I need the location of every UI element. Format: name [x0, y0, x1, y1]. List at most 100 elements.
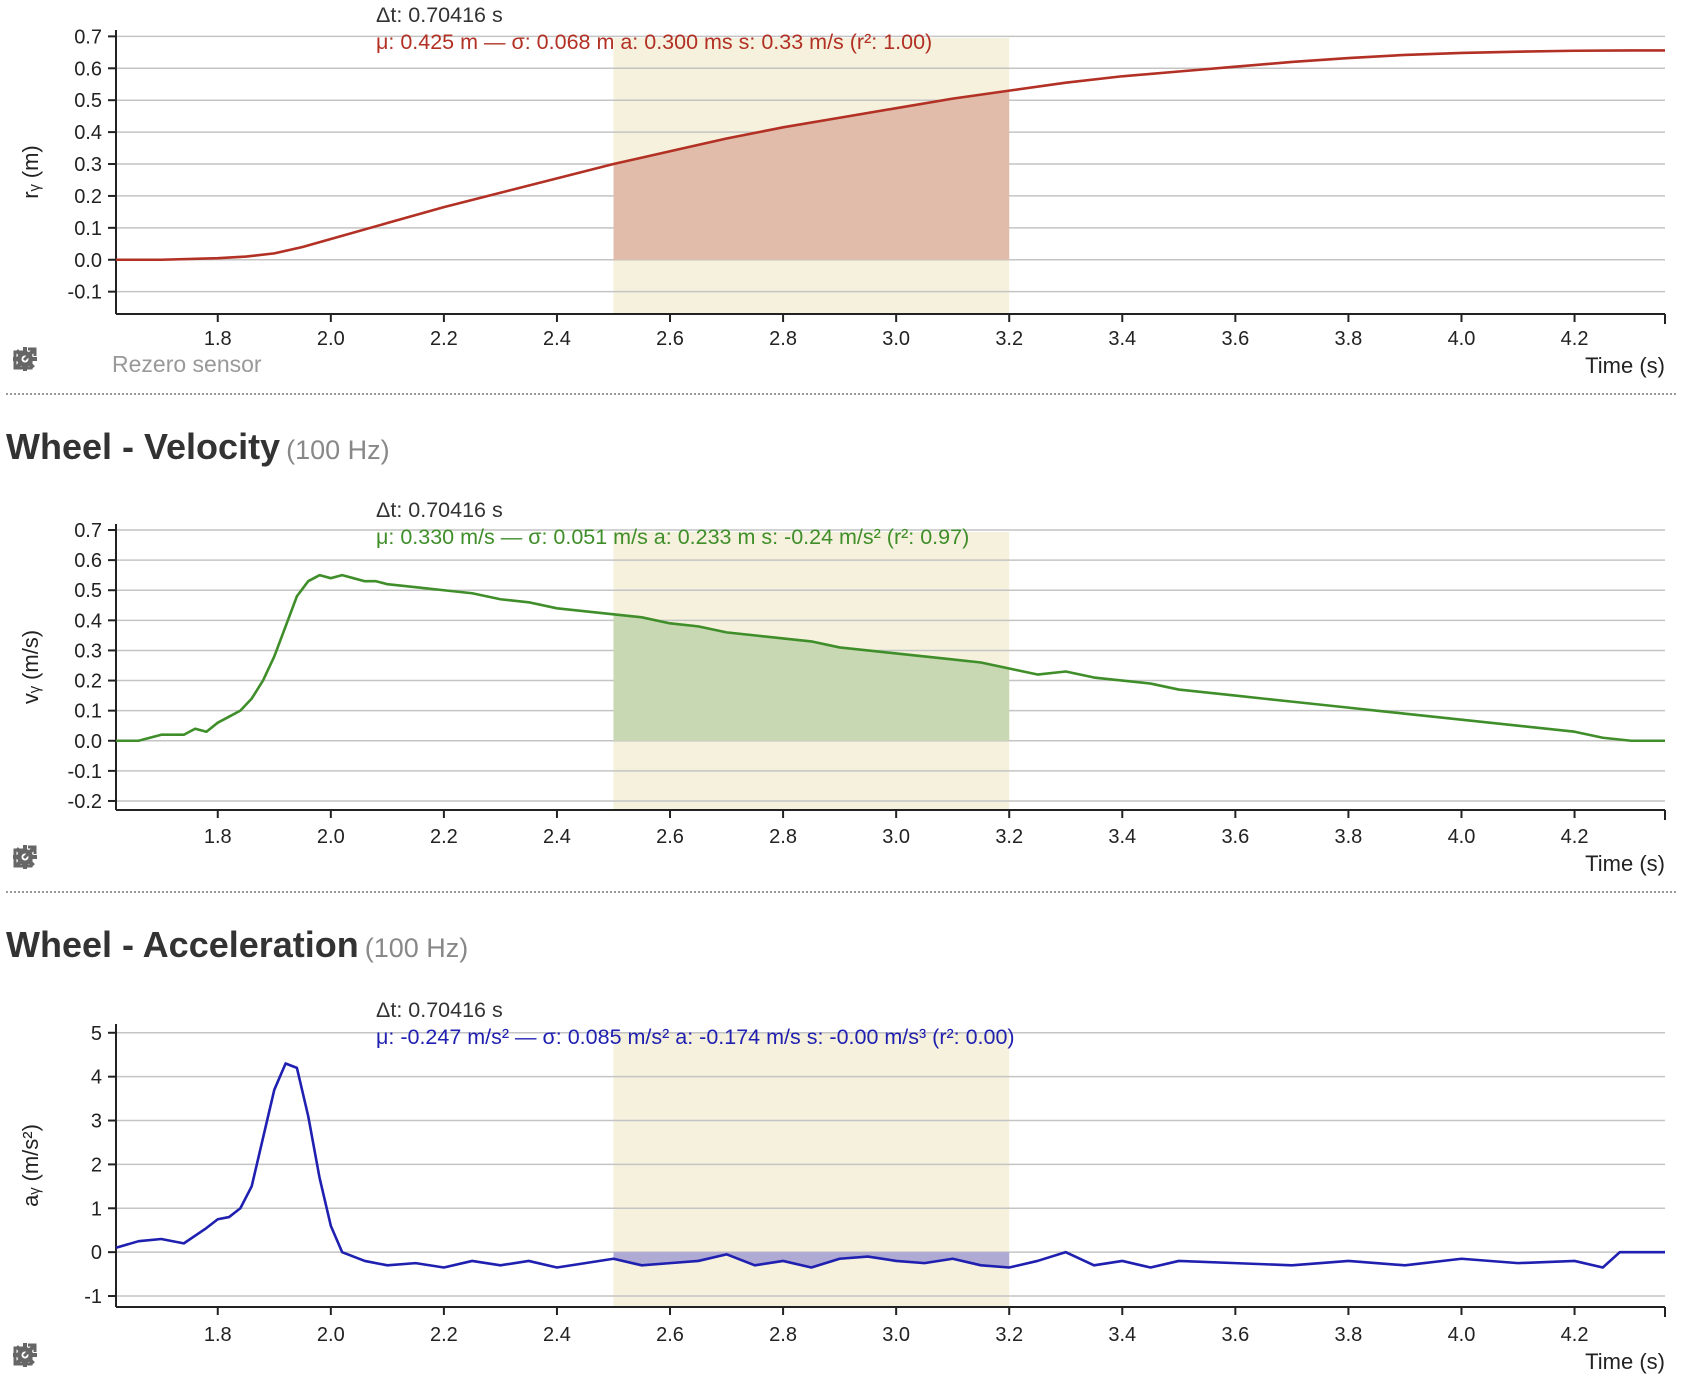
x-tick-label: 2.2	[430, 1324, 458, 1346]
x-tick-label: 3.0	[882, 826, 910, 848]
y-tick-label: 0.1	[74, 701, 102, 723]
panel-divider	[6, 891, 1676, 893]
x-tick-label: 1.8	[204, 328, 232, 350]
acceleration-rate: (100 Hz)	[364, 933, 469, 963]
y-tick-label: 0.2	[74, 671, 102, 693]
y-tick-label: 0.3	[74, 154, 102, 176]
x-tick-label: 2.2	[430, 826, 458, 848]
y-tick-label: 0.3	[74, 640, 102, 662]
acceleration-summary: μ: -0.247 m/s² — σ: 0.085 m/s² a: -0.174…	[376, 1025, 1015, 1049]
x-tick-label: 3.2	[995, 826, 1023, 848]
acceleration-panel: Wheel - Acceleration (100 Hz) 5 4 3 2 1 0 -1 1.8…	[0, 896, 1682, 1383]
velocity-chart[interactable]: 0.7 0.6 0.5 0.4 0.3 0.2 0.1 0.0 -0.1 -0.2 1.8 2.0 2.…	[0, 398, 1682, 876]
velocity-title: Wheel - Velocity (100 Hz)	[6, 426, 390, 468]
y-tick-label: 0.2	[74, 186, 102, 208]
position-chart[interactable]: 0.7 0.6 0.5 0.4 0.3 0.2 0.1 0.0 -0.1 1.8 2.0 2.2 2.4…	[0, 0, 1682, 378]
y-tick-label: -0.1	[68, 282, 102, 304]
y-tick-label: 0.0	[74, 250, 102, 272]
y-tick-label: 0.0	[74, 731, 102, 753]
x-tick-label: 3.4	[1108, 826, 1136, 848]
x-tick-label: 3.4	[1108, 328, 1136, 350]
velocity-dt: Δt: 0.70416 s	[376, 498, 503, 522]
selection-area	[613, 1252, 1010, 1268]
x-tick-label: 2.6	[656, 1324, 684, 1346]
y-tick-label: -0.2	[68, 791, 102, 813]
y-axis-label: aᵧ (m/s²)	[18, 1124, 43, 1207]
series-line	[116, 49, 1665, 262]
external-link-icon[interactable]	[13, 347, 92, 379]
x-tick-label: 4.0	[1448, 1324, 1476, 1346]
x-tick-label: 2.6	[656, 826, 684, 848]
position-toolbar: Rezero sensor	[12, 346, 262, 382]
x-tick-label: 2.6	[656, 328, 684, 350]
x-tick-label: 3.0	[882, 1324, 910, 1346]
y-tick-label: 0.6	[74, 550, 102, 572]
y-tick-label: 2	[91, 1154, 102, 1176]
acceleration-title: Wheel - Acceleration (100 Hz)	[6, 924, 468, 966]
x-tick-label: 3.8	[1335, 826, 1363, 848]
series-line	[116, 573, 1665, 743]
x-tick-label: 2.8	[769, 328, 797, 350]
acceleration-chart[interactable]: 5 4 3 2 1 0 -1 1.8 2.0 2.2 2.4 2.6 2.8 3.0 3.2 3.4 3.6 3.…	[0, 896, 1682, 1383]
x-axis-label: Time (s)	[1585, 851, 1665, 876]
external-link-icon[interactable]	[13, 1343, 92, 1375]
velocity-toolbar	[12, 844, 112, 880]
y-tick-label: 0.5	[74, 580, 102, 602]
y-axis-label: vᵧ (m/s)	[18, 630, 43, 704]
velocity-rate: (100 Hz)	[286, 435, 390, 465]
rezero-sensor-link[interactable]: Rezero sensor	[112, 350, 262, 377]
position-panel: 0.7 0.6 0.5 0.4 0.3 0.2 0.1 0.0 -0.1 1.8 2.0 2.2 2.4…	[0, 0, 1682, 395]
y-tick-label: 4	[91, 1067, 102, 1089]
selection-area	[613, 90, 1010, 260]
y-tick-label: 3	[91, 1111, 102, 1133]
x-tick-label: 2.4	[543, 1324, 571, 1346]
selection-area	[613, 614, 1010, 741]
y-tick-label: 0	[91, 1242, 102, 1264]
x-tick-label: 3.4	[1108, 1324, 1136, 1346]
x-tick-label: 2.2	[430, 328, 458, 350]
x-axis-label: Time (s)	[1585, 353, 1665, 378]
x-tick-label: 2.0	[317, 826, 345, 848]
x-tick-label: 4.0	[1448, 328, 1476, 350]
velocity-stats: Δt: 0.70416 s μ: 0.330 m/s — σ: 0.051 m/…	[376, 497, 969, 551]
x-tick-label: 3.0	[882, 328, 910, 350]
y-tick-label: 0.6	[74, 58, 102, 80]
y-axis-label: rᵧ (m)	[18, 145, 43, 199]
y-tick-label: 0.4	[74, 122, 102, 144]
y-tick-label: -0.1	[68, 761, 102, 783]
x-tick-label: 4.2	[1561, 1324, 1589, 1346]
panel-divider	[6, 393, 1676, 395]
series-line	[115, 1062, 1665, 1269]
position-summary: μ: 0.425 m — σ: 0.068 m a: 0.300 ms s: 0…	[376, 30, 933, 54]
x-tick-label: 4.0	[1448, 826, 1476, 848]
velocity-title-text: Wheel - Velocity	[6, 426, 281, 467]
velocity-panel: Wheel - Velocity (100 Hz) 0.7 0.6 0.5 0.4 0.3…	[0, 398, 1682, 893]
x-tick-label: 2.8	[769, 1324, 797, 1346]
position-stats: Δt: 0.70416 s μ: 0.425 m — σ: 0.068 m a:…	[376, 2, 932, 56]
acceleration-title-text: Wheel - Acceleration	[6, 924, 359, 965]
external-link-icon[interactable]	[13, 845, 92, 877]
y-tick-label: 0.4	[74, 610, 102, 632]
y-tick-label: 0.1	[74, 218, 102, 240]
x-axis-label: Time (s)	[1585, 1349, 1665, 1374]
x-tick-label: 2.0	[317, 1324, 345, 1346]
x-tick-label: 2.8	[769, 826, 797, 848]
acceleration-toolbar	[12, 1342, 112, 1378]
x-tick-label: 2.4	[543, 328, 571, 350]
y-tick-label: 0.5	[74, 90, 102, 112]
acceleration-dt: Δt: 0.70416 s	[376, 998, 503, 1022]
y-tick-label: 0.7	[74, 520, 102, 542]
y-tick-label: -1	[84, 1286, 102, 1308]
x-tick-label: 3.8	[1335, 1324, 1363, 1346]
x-tick-label: 1.8	[204, 1324, 232, 1346]
x-tick-label: 3.2	[995, 328, 1023, 350]
x-tick-label: 3.8	[1335, 328, 1363, 350]
velocity-summary: μ: 0.330 m/s — σ: 0.051 m/s a: 0.233 m s…	[376, 525, 970, 549]
position-dt: Δt: 0.70416 s	[376, 3, 503, 27]
x-tick-label: 4.2	[1561, 826, 1589, 848]
acceleration-stats: Δt: 0.70416 s μ: -0.247 m/s² — σ: 0.085 …	[376, 997, 1015, 1051]
x-tick-label: 3.6	[1221, 328, 1249, 350]
x-tick-label: 1.8	[204, 826, 232, 848]
y-tick-label: 0.7	[74, 26, 102, 48]
y-tick-label: 1	[91, 1198, 102, 1220]
